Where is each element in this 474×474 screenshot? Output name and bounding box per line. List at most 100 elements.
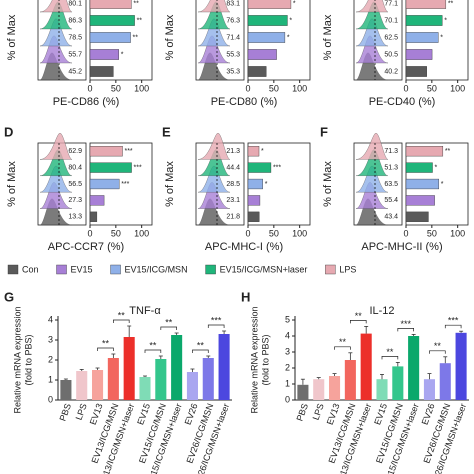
value-label: 77.1: [384, 0, 398, 7]
bar: [89, 195, 105, 206]
significance: **: [197, 340, 205, 350]
significance: ***: [400, 319, 411, 329]
y-tick-label: 0: [48, 394, 53, 404]
bar: [439, 363, 451, 400]
y-tick-label: 2: [285, 362, 290, 372]
bar: [405, 32, 439, 43]
y-tick-label: 0: [285, 394, 290, 404]
value-label: 55.3: [226, 51, 240, 58]
x-tick-label: LPS: [74, 402, 89, 421]
bar: [247, 32, 286, 43]
bar: [139, 377, 151, 400]
bar: [423, 379, 435, 400]
value-label: 62.5: [384, 34, 398, 41]
bar: [405, 15, 443, 26]
legend-label: EV15: [71, 264, 93, 274]
x-tick-label: 0: [245, 83, 250, 93]
y-tick-label: 5: [285, 314, 290, 324]
bar: [89, 66, 114, 77]
histogram-ridge: [355, 133, 389, 160]
bar: [89, 32, 131, 43]
significance: *: [121, 51, 124, 58]
legend-label: EV15/ICG/MSN: [125, 264, 188, 274]
histogram-ridge: [197, 133, 231, 160]
significance-bracket: [113, 319, 130, 323]
significance: **: [133, 0, 139, 7]
x-tick-label: EV15: [372, 402, 389, 426]
x-tick-label: EV13: [88, 402, 105, 426]
significance: **: [445, 148, 451, 155]
bar: [89, 15, 135, 26]
bar: [360, 333, 372, 400]
y-axis-label: % of Max: [6, 14, 18, 60]
x-tick-label: 50: [269, 83, 279, 93]
y-axis-label: Relative mRNA expression: [249, 306, 259, 413]
y-tick-label: 4: [48, 314, 53, 324]
bar: [313, 379, 325, 400]
x-tick-label: 0: [87, 228, 92, 238]
x-tick-label: 0: [403, 83, 408, 93]
bar: [92, 370, 104, 400]
y-tick-label: 3: [48, 334, 53, 344]
significance: **: [339, 337, 347, 347]
x-tick-label: 50: [427, 228, 437, 238]
panel-letter: D: [4, 124, 13, 139]
significance: ***: [124, 148, 132, 155]
y-axis-label: % of Max: [164, 14, 176, 60]
x-tick-label: 100: [450, 228, 465, 238]
value-label: 71.3: [384, 148, 398, 155]
bar: [405, 66, 427, 77]
value-label: 35.3: [226, 68, 240, 75]
value-label: 62.9: [68, 148, 82, 155]
panel-letter: F: [320, 124, 328, 139]
y-tick-label: 1: [48, 374, 53, 384]
chart-title: TNF-α: [129, 305, 161, 317]
x-tick-label: EV26: [420, 402, 437, 426]
x-tick-label: 50: [427, 83, 437, 93]
bar: [405, 49, 433, 60]
bar: [155, 359, 167, 400]
legend-swatch: [205, 264, 216, 275]
value-label: 86.3: [68, 17, 82, 24]
significance-bracket: [144, 349, 162, 353]
value-label: 56.5: [68, 181, 82, 188]
significance: *: [261, 148, 264, 155]
x-tick-label: EV15: [135, 402, 152, 426]
significance-bracket: [207, 324, 225, 328]
bar: [89, 49, 119, 60]
value-label: 51.3: [384, 164, 398, 171]
bar: [218, 334, 230, 400]
y-tick-label: 3: [285, 346, 290, 356]
significance: ***: [273, 164, 281, 171]
significance: **: [133, 34, 139, 41]
panel-letter: G: [4, 289, 14, 304]
x-tick-label: 0: [245, 228, 250, 238]
y-tick-label: 1: [285, 378, 290, 388]
significance-bracket: [334, 346, 351, 350]
x-tick-label: 0: [403, 228, 408, 238]
value-label: 63.5: [384, 181, 398, 188]
significance: *: [265, 181, 268, 188]
value-label: 70.1: [384, 17, 398, 24]
x-axis-label: APC-CCR7 (%): [48, 241, 124, 253]
histogram-ridge: [355, 0, 389, 13]
significance: **: [434, 341, 442, 351]
bar: [329, 376, 341, 400]
y-axis-label: (fold to PBS): [23, 334, 33, 385]
bar: [89, 211, 98, 222]
bar: [405, 0, 447, 9]
legend-swatch: [325, 264, 336, 275]
x-axis-label: APC-MHC-I (%): [205, 241, 283, 253]
x-tick-label: 100: [292, 83, 307, 93]
value-label: 71.4: [226, 34, 240, 41]
bar: [405, 146, 444, 157]
bar: [123, 337, 135, 400]
histogram-ridge: [39, 0, 73, 13]
y-axis-label: Relative mRNA expression: [12, 306, 22, 413]
value-label: 40.2: [384, 68, 398, 75]
bar: [247, 211, 260, 222]
significance: **: [165, 317, 173, 327]
x-tick-label: LPS: [311, 402, 326, 421]
bar: [247, 49, 277, 60]
